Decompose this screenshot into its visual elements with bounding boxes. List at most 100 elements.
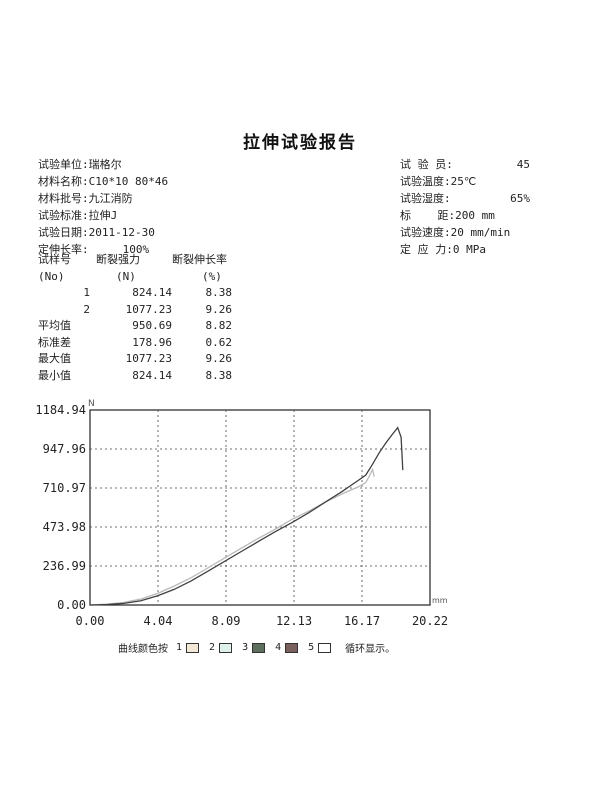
right-info-block: 试 验 员: 45 试验温度: 25℃ 试验湿度: 65% 标 距: 200 m… [400, 156, 530, 258]
info-label: 试验单位: [38, 158, 89, 171]
row-label: 标准差 [38, 335, 71, 349]
legend-swatch-1[interactable] [186, 642, 200, 653]
row-force: 1077.23 [125, 352, 172, 365]
plot-frame [89, 409, 431, 606]
info-gauge-length: 标 距: 200 mm [400, 207, 530, 224]
info-label: 定伸长率: [38, 243, 89, 256]
info-standard: 试验标准: 拉伸J [38, 207, 168, 224]
info-value: 65% [510, 192, 530, 205]
unit-percent: (%) [202, 269, 222, 283]
chart-legend: 曲线颜色按 1 2 3 4 5 循环显示。 [118, 640, 395, 655]
row-label: 1 [83, 286, 90, 299]
row-force: 1077.23 [125, 302, 172, 316]
results-table: 试样号 断裂强力 断裂伸长率 (No) (N) (%) 1 824.14 8.3… [38, 252, 232, 384]
row-elongation: 8.38 [205, 368, 233, 382]
info-value: 25℃ [450, 175, 477, 188]
legend-item-1-label: 1 [176, 642, 183, 653]
info-operator: 试 验 员: 45 [400, 156, 530, 173]
y-tick-label: 236.99 [43, 559, 86, 573]
row-elongation: 8.38 [205, 286, 233, 299]
col-header-break-force: 断裂强力 [96, 253, 140, 266]
legend-swatch-4[interactable] [285, 642, 299, 653]
legend-label: 曲线颜色按 [118, 644, 168, 655]
y-tick-label: 710.97 [43, 481, 86, 495]
table-unit-row: (No) (N) (%) [38, 269, 232, 286]
table-row: 标准差 178.96 0.62 [38, 335, 232, 352]
info-elongation: 定伸长率: 100% [38, 241, 168, 258]
info-batch: 材料批号: 九江消防 [38, 190, 168, 207]
col-header-break-elongation: 断裂伸长率 [172, 253, 227, 266]
info-unit: 试验单位: 瑞格尔 [38, 156, 168, 173]
x-tick-label: 12.13 [276, 614, 312, 628]
info-label: 试验湿度: [400, 192, 451, 205]
legend-item-3-label: 3 [242, 642, 249, 653]
info-label: 材料批号: [38, 192, 89, 205]
x-axis-unit: mm [432, 596, 448, 605]
y-tick-label: 473.98 [43, 520, 86, 534]
info-label: 标 距: [400, 209, 456, 222]
row-force: 178.96 [132, 335, 172, 349]
table-header-row: 试样号 断裂强力 断裂伸长率 [38, 252, 232, 269]
info-speed: 试验速度: 20 mm/min [400, 224, 530, 241]
col-header-sample-no: 试样号 [38, 253, 71, 266]
report-title: 拉伸试验报告 [243, 133, 357, 153]
y-tick-label: 947.96 [43, 442, 86, 456]
info-value: 100% [122, 243, 150, 256]
row-force: 824.14 [132, 368, 172, 382]
info-label: 试 验 员: [400, 158, 453, 171]
series-line-1 [89, 467, 375, 606]
left-info-block: 试验单位: 瑞格尔 材料名称: C10*10 80*46 材料批号: 九江消防 … [38, 156, 168, 258]
row-label: 2 [83, 302, 90, 316]
series-line-2 [89, 426, 404, 606]
legend-item-2-label: 2 [209, 642, 216, 653]
info-value: 0 MPa [452, 243, 486, 256]
unit-no: (No) [38, 269, 65, 283]
y-tick-label: 0.00 [57, 598, 86, 612]
x-tick-label: 20.22 [412, 614, 448, 628]
info-value: 20 mm/min [450, 226, 511, 239]
info-value: 200 mm [455, 209, 495, 222]
info-label: 定 应 力: [400, 243, 453, 256]
info-value: C10*10 80*46 [88, 175, 169, 188]
legend-item-5-label: 5 [308, 642, 315, 653]
legend-item-4-label: 4 [275, 642, 282, 653]
info-label: 试验温度: [400, 175, 451, 188]
info-value: 九江消防 [88, 192, 133, 205]
table-row: 1 824.14 8.38 [38, 285, 232, 302]
y-tick-label: 1184.94 [35, 403, 86, 417]
table-row: 2 1077.23 9.26 [38, 302, 232, 319]
row-force: 950.69 [132, 319, 172, 332]
x-tick-label: 0.00 [76, 614, 105, 628]
row-label: 最大值 [38, 352, 71, 365]
row-label: 平均值 [38, 319, 71, 332]
x-tick-label: 8.09 [212, 614, 241, 628]
x-tick-label: 4.04 [144, 614, 173, 628]
table-row: 最大值 1077.23 9.26 [38, 351, 232, 368]
row-elongation: 9.26 [205, 302, 233, 316]
legend-swatch-5[interactable] [318, 642, 332, 653]
row-elongation: 8.82 [205, 319, 233, 332]
info-date: 试验日期: 2011-12-30 [38, 224, 168, 241]
info-humidity: 试验湿度: 65% [400, 190, 530, 207]
unit-force: (N) [116, 269, 136, 283]
row-elongation: 9.26 [205, 352, 233, 365]
info-temperature: 试验温度: 25℃ [400, 173, 530, 190]
row-force: 824.14 [132, 286, 172, 299]
info-value: 45 [516, 158, 530, 171]
info-material-name: 材料名称: C10*10 80*46 [38, 173, 168, 190]
info-label: 试验标准: [38, 209, 89, 222]
legend-swatch-2[interactable] [219, 642, 233, 653]
row-elongation: 0.62 [205, 335, 233, 349]
info-label: 材料名称: [38, 175, 89, 188]
table-row: 平均值 950.69 8.82 [38, 318, 232, 335]
y-axis-unit: N [88, 399, 95, 409]
info-label: 试验日期: [38, 226, 89, 239]
x-tick-label: 16.17 [344, 614, 380, 628]
legend-swatch-3[interactable] [252, 642, 266, 653]
legend-tail: 循环显示。 [345, 644, 396, 655]
row-label: 最小值 [38, 368, 71, 382]
table-row: 最小值 824.14 8.38 [38, 368, 232, 385]
info-label: 试验速度: [400, 226, 451, 239]
force-extension-chart: 0.00 4.04 8.09 12.13 16.17 20.22 0.00 236.99 473… [35, 399, 448, 628]
info-stress: 定 应 力: 0 MPa [400, 241, 530, 258]
